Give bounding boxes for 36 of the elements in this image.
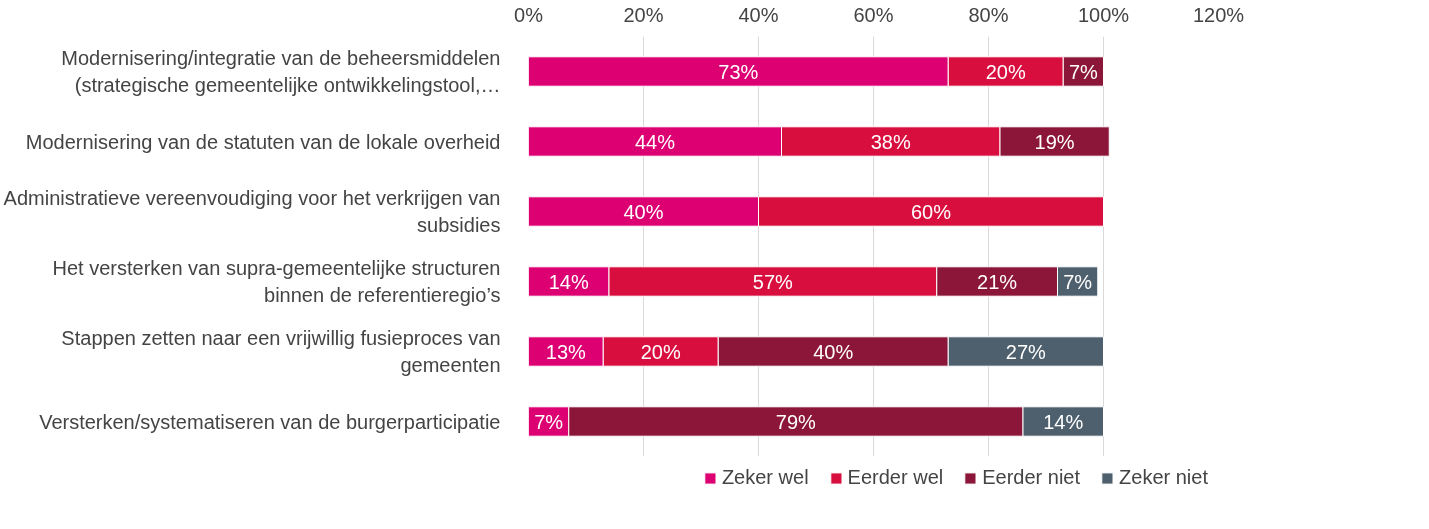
data-label: 14%: [548, 270, 589, 293]
data-label: 40%: [813, 340, 854, 363]
y-tick-label: Administratieve vereenvoudiging voor het verkrijgen van subsidies: [3, 187, 501, 236]
data-label: 7%: [534, 410, 564, 433]
legend-label: Eerder niet: [982, 466, 1081, 489]
y-tick-label: Stappen zetten naar een vrijwillig fusieproces van gemeenten: [61, 327, 501, 376]
data-label: 7%: [1063, 270, 1093, 293]
x-tick-label: 80%: [968, 3, 1009, 26]
data-label: 13%: [545, 340, 587, 363]
y-tick-label: Modernisering/integratie van de beheersmiddelen (strategische gemeentelijke ontwikkelingstool,…: [61, 47, 501, 96]
x-tick-label: 20%: [623, 3, 664, 26]
x-tick-label: 0%: [514, 3, 544, 26]
x-tick-label: 100%: [1077, 3, 1130, 26]
data-label: 73%: [718, 60, 759, 83]
data-label: 60%: [910, 200, 952, 223]
data-label: 79%: [775, 410, 817, 433]
data-label: 27%: [1005, 340, 1047, 363]
legend-label: Eerder wel: [847, 466, 944, 489]
data-label: 7%: [1068, 60, 1099, 83]
data-label: 40%: [623, 200, 664, 223]
data-label: 19%: [1034, 130, 1075, 153]
data-label: 57%: [752, 270, 794, 293]
y-tick-label: Versterken/systematiseren van de burgerparticipatie: [39, 410, 501, 433]
data-label: 38%: [870, 130, 911, 153]
x-tick-label: 60%: [853, 3, 894, 26]
x-tick-label: 120%: [1192, 3, 1245, 26]
x-tick-label: 40%: [738, 3, 779, 26]
data-label: 20%: [985, 60, 1026, 83]
y-tick-label: Het versterken van supra-gemeentelijke structuren binnen de referentieregio’s: [52, 257, 501, 306]
data-label: 44%: [634, 130, 676, 153]
y-tick-label: Modernisering van de statuten van de lokale overheid: [25, 130, 501, 153]
legend-label: Zeker niet: [1119, 466, 1208, 489]
legend-label: Zeker wel: [721, 466, 809, 489]
data-label: 21%: [977, 270, 1018, 293]
data-label: 20%: [640, 340, 681, 363]
data-label: 14%: [1043, 410, 1084, 433]
